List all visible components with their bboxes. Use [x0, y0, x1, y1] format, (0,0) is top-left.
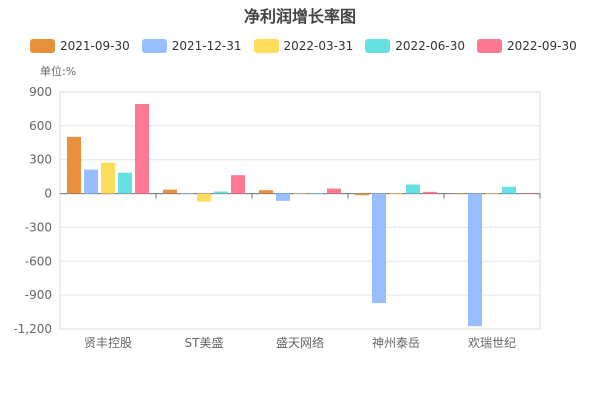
y-tick-label: -600	[25, 254, 52, 268]
bar	[451, 193, 465, 195]
legend-swatch	[253, 39, 279, 53]
legend-label: 2021-09-30	[60, 39, 130, 53]
x-tick-label: 盛天网络	[276, 335, 324, 350]
bar	[310, 193, 324, 195]
legend-swatch	[30, 39, 55, 53]
bar	[163, 189, 177, 194]
legend-label: 2022-09-30	[507, 39, 577, 53]
bar	[276, 193, 290, 201]
x-tick-label: ST美盛	[185, 335, 224, 350]
x-tick-label: 神州泰岳	[372, 336, 420, 350]
bar	[67, 136, 81, 194]
bar	[502, 186, 516, 194]
bar	[406, 184, 420, 194]
y-tick-label: 600	[29, 119, 52, 133]
unit-label: 单位:%	[40, 65, 77, 78]
y-tick-label: 0	[44, 187, 52, 201]
y-tick-label: -1,200	[13, 322, 52, 336]
x-tick-label: 欢瑞世纪	[468, 335, 516, 350]
legend-swatch	[141, 39, 167, 53]
bar	[423, 191, 437, 194]
legend: 2021-09-30 2021-12-31 2022-03-31 2022-06-30…	[30, 39, 577, 53]
bar	[327, 188, 341, 194]
legend-item[interactable]: 2022-06-30	[365, 39, 465, 53]
legend-item[interactable]: 2021-12-31	[141, 39, 242, 53]
legend-swatch	[477, 39, 502, 53]
bar	[519, 193, 533, 194]
legend-item[interactable]: 2021-09-30	[30, 39, 130, 53]
y-tick-label: 900	[29, 85, 52, 99]
y-tick-label: -900	[25, 288, 52, 302]
bar	[214, 191, 228, 194]
legend-label: 2022-03-31	[283, 39, 354, 53]
bar	[372, 193, 386, 304]
bar	[355, 193, 369, 196]
legend-swatch	[365, 39, 391, 53]
y-tick-label: 300	[29, 153, 52, 167]
legend-item[interactable]: 2022-03-31	[253, 39, 354, 53]
bar	[101, 162, 115, 194]
bar	[389, 193, 403, 195]
legend-item[interactable]: 2022-09-30	[477, 39, 577, 53]
bar	[135, 103, 149, 194]
legend-label: 2021-12-31	[171, 39, 242, 53]
bar	[197, 193, 211, 202]
plot-border	[59, 91, 541, 330]
bar	[84, 169, 98, 194]
bar	[231, 175, 245, 194]
chart-title: 净利润增长率图	[243, 7, 356, 26]
bar	[485, 193, 499, 195]
y-tick-label: -300	[25, 220, 52, 234]
bar	[259, 190, 273, 194]
legend-label: 2022-06-30	[395, 39, 465, 53]
x-tick-label: 贤丰控股	[84, 336, 132, 350]
bar	[180, 193, 194, 195]
bar	[468, 193, 482, 327]
bar	[118, 172, 132, 194]
bar	[293, 193, 307, 195]
